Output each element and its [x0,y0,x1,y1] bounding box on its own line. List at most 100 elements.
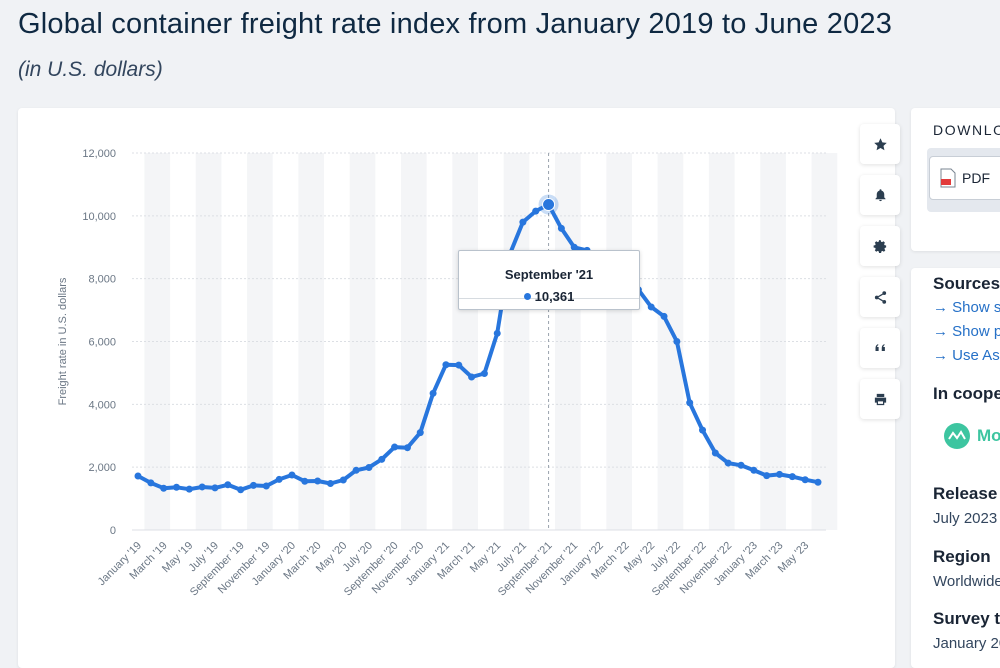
data-point [673,338,681,345]
data-point [275,475,283,483]
tooltip-value: 10,361 [534,289,575,304]
data-point [134,472,142,480]
data-point [301,477,309,485]
data-point [147,479,155,487]
data-point [814,478,822,486]
line-chart: 0 2,000 4,000 6,000 8,000 10,000 12,000 Freight… [57,148,838,598]
bell-icon [875,188,885,201]
download-title: DOWNLOAD [933,122,1000,138]
y-tick-label: 12,000 [82,148,116,160]
tooltip-title: September '21 [504,267,594,282]
data-point [801,476,809,484]
favorite-button[interactable] [860,124,900,164]
pdf-file-icon [940,168,956,188]
survey-heading: Survey time period [933,609,1000,628]
data-point [237,486,245,494]
data-point [776,470,784,478]
data-point [416,429,424,437]
partner-logo-icon [944,423,970,449]
data-point [211,484,219,492]
data-point [711,449,719,457]
data-point [442,361,450,369]
data-point [750,466,758,474]
release-heading: Release date [933,484,1000,503]
data-point [724,459,732,467]
data-point [185,485,193,493]
data-point [557,224,565,232]
cooperation-heading: In cooperation with [933,384,1000,403]
share-icon [874,290,886,304]
page-subtitle: (in U.S. dollars) [18,58,163,81]
release-value: July 2023 [933,510,998,527]
print-icon [874,393,886,405]
y-tick-label: 8,000 [88,274,116,286]
show-publisher-text: Show publisher information [952,323,1000,340]
data-point [378,455,386,463]
chart-tooltip: September '21 10,361 [458,250,640,310]
series-dot-icon [523,293,531,300]
data-point [570,243,578,251]
data-point [352,466,360,474]
share-button[interactable] [860,277,900,317]
tooltip-value-row: 10,361 [459,289,639,304]
cite-button[interactable] [860,328,900,368]
partner-logo: Mo [943,422,1000,450]
y-tick-label: 0 [110,525,116,537]
data-point [403,444,411,452]
y-tick-label: 2,000 [88,462,116,474]
data-point [249,481,257,489]
data-point [737,461,745,469]
y-tick-label: 10,000 [82,211,116,223]
chart-card: 0 2,000 4,000 6,000 8,000 10,000 12,000 Freight… [18,108,900,668]
tooltip-divider [459,298,639,299]
sources-heading: Sources [933,274,1000,293]
data-point [391,443,399,451]
data-point [339,476,347,484]
data-point [198,483,206,491]
y-tick-label: 4,000 [88,399,116,411]
survey-value: January 2019 to June 2023 [933,635,1000,652]
data-point [763,472,771,480]
data-point [429,389,437,397]
data-point [172,483,180,491]
data-point [160,484,168,492]
data-point [314,477,322,485]
chart-band [606,153,632,530]
show-sources-link[interactable]: → Show sources information [933,299,1000,316]
data-point [224,481,232,489]
data-point [647,303,655,311]
data-point [686,399,694,407]
star-icon [873,137,887,150]
settings-button[interactable] [860,226,900,266]
y-axis-label: Freight rate in U.S. dollars [57,277,69,405]
data-point [660,312,668,320]
region-heading: Region [933,547,991,566]
pdf-download-button[interactable]: PDF [929,156,1000,200]
show-publisher-link[interactable]: → Show publisher information [933,323,1000,340]
page-title: Global container freight rate index from… [18,8,893,40]
highlight-point [542,197,556,211]
data-point [788,473,796,481]
notification-button[interactable] [860,175,900,215]
region-value: Worldwide [933,573,1000,590]
show-sources-text: Show sources information [952,299,1000,316]
partner-name: Mo [977,426,1000,445]
download-card: DOWNLOAD PDF [911,108,1000,251]
gear-icon [873,239,886,253]
data-point [365,463,373,471]
data-point [262,482,270,490]
ask-research-link[interactable]: → Use Ask Statista Research Service [933,347,1000,364]
data-point [455,361,463,369]
ask-research-text: Use Ask Statista Research Service [952,347,1000,364]
chart-band [298,153,325,530]
data-point [493,329,501,337]
data-point [519,218,527,226]
data-point [532,207,540,215]
data-point [480,370,488,378]
print-button[interactable] [860,379,900,419]
pdf-label: PDF [962,170,990,186]
details-card: Sources → Show sources information → Sho… [911,268,1000,668]
data-point [468,373,476,381]
data-point [326,480,334,488]
y-tick-label: 6,000 [88,337,116,349]
